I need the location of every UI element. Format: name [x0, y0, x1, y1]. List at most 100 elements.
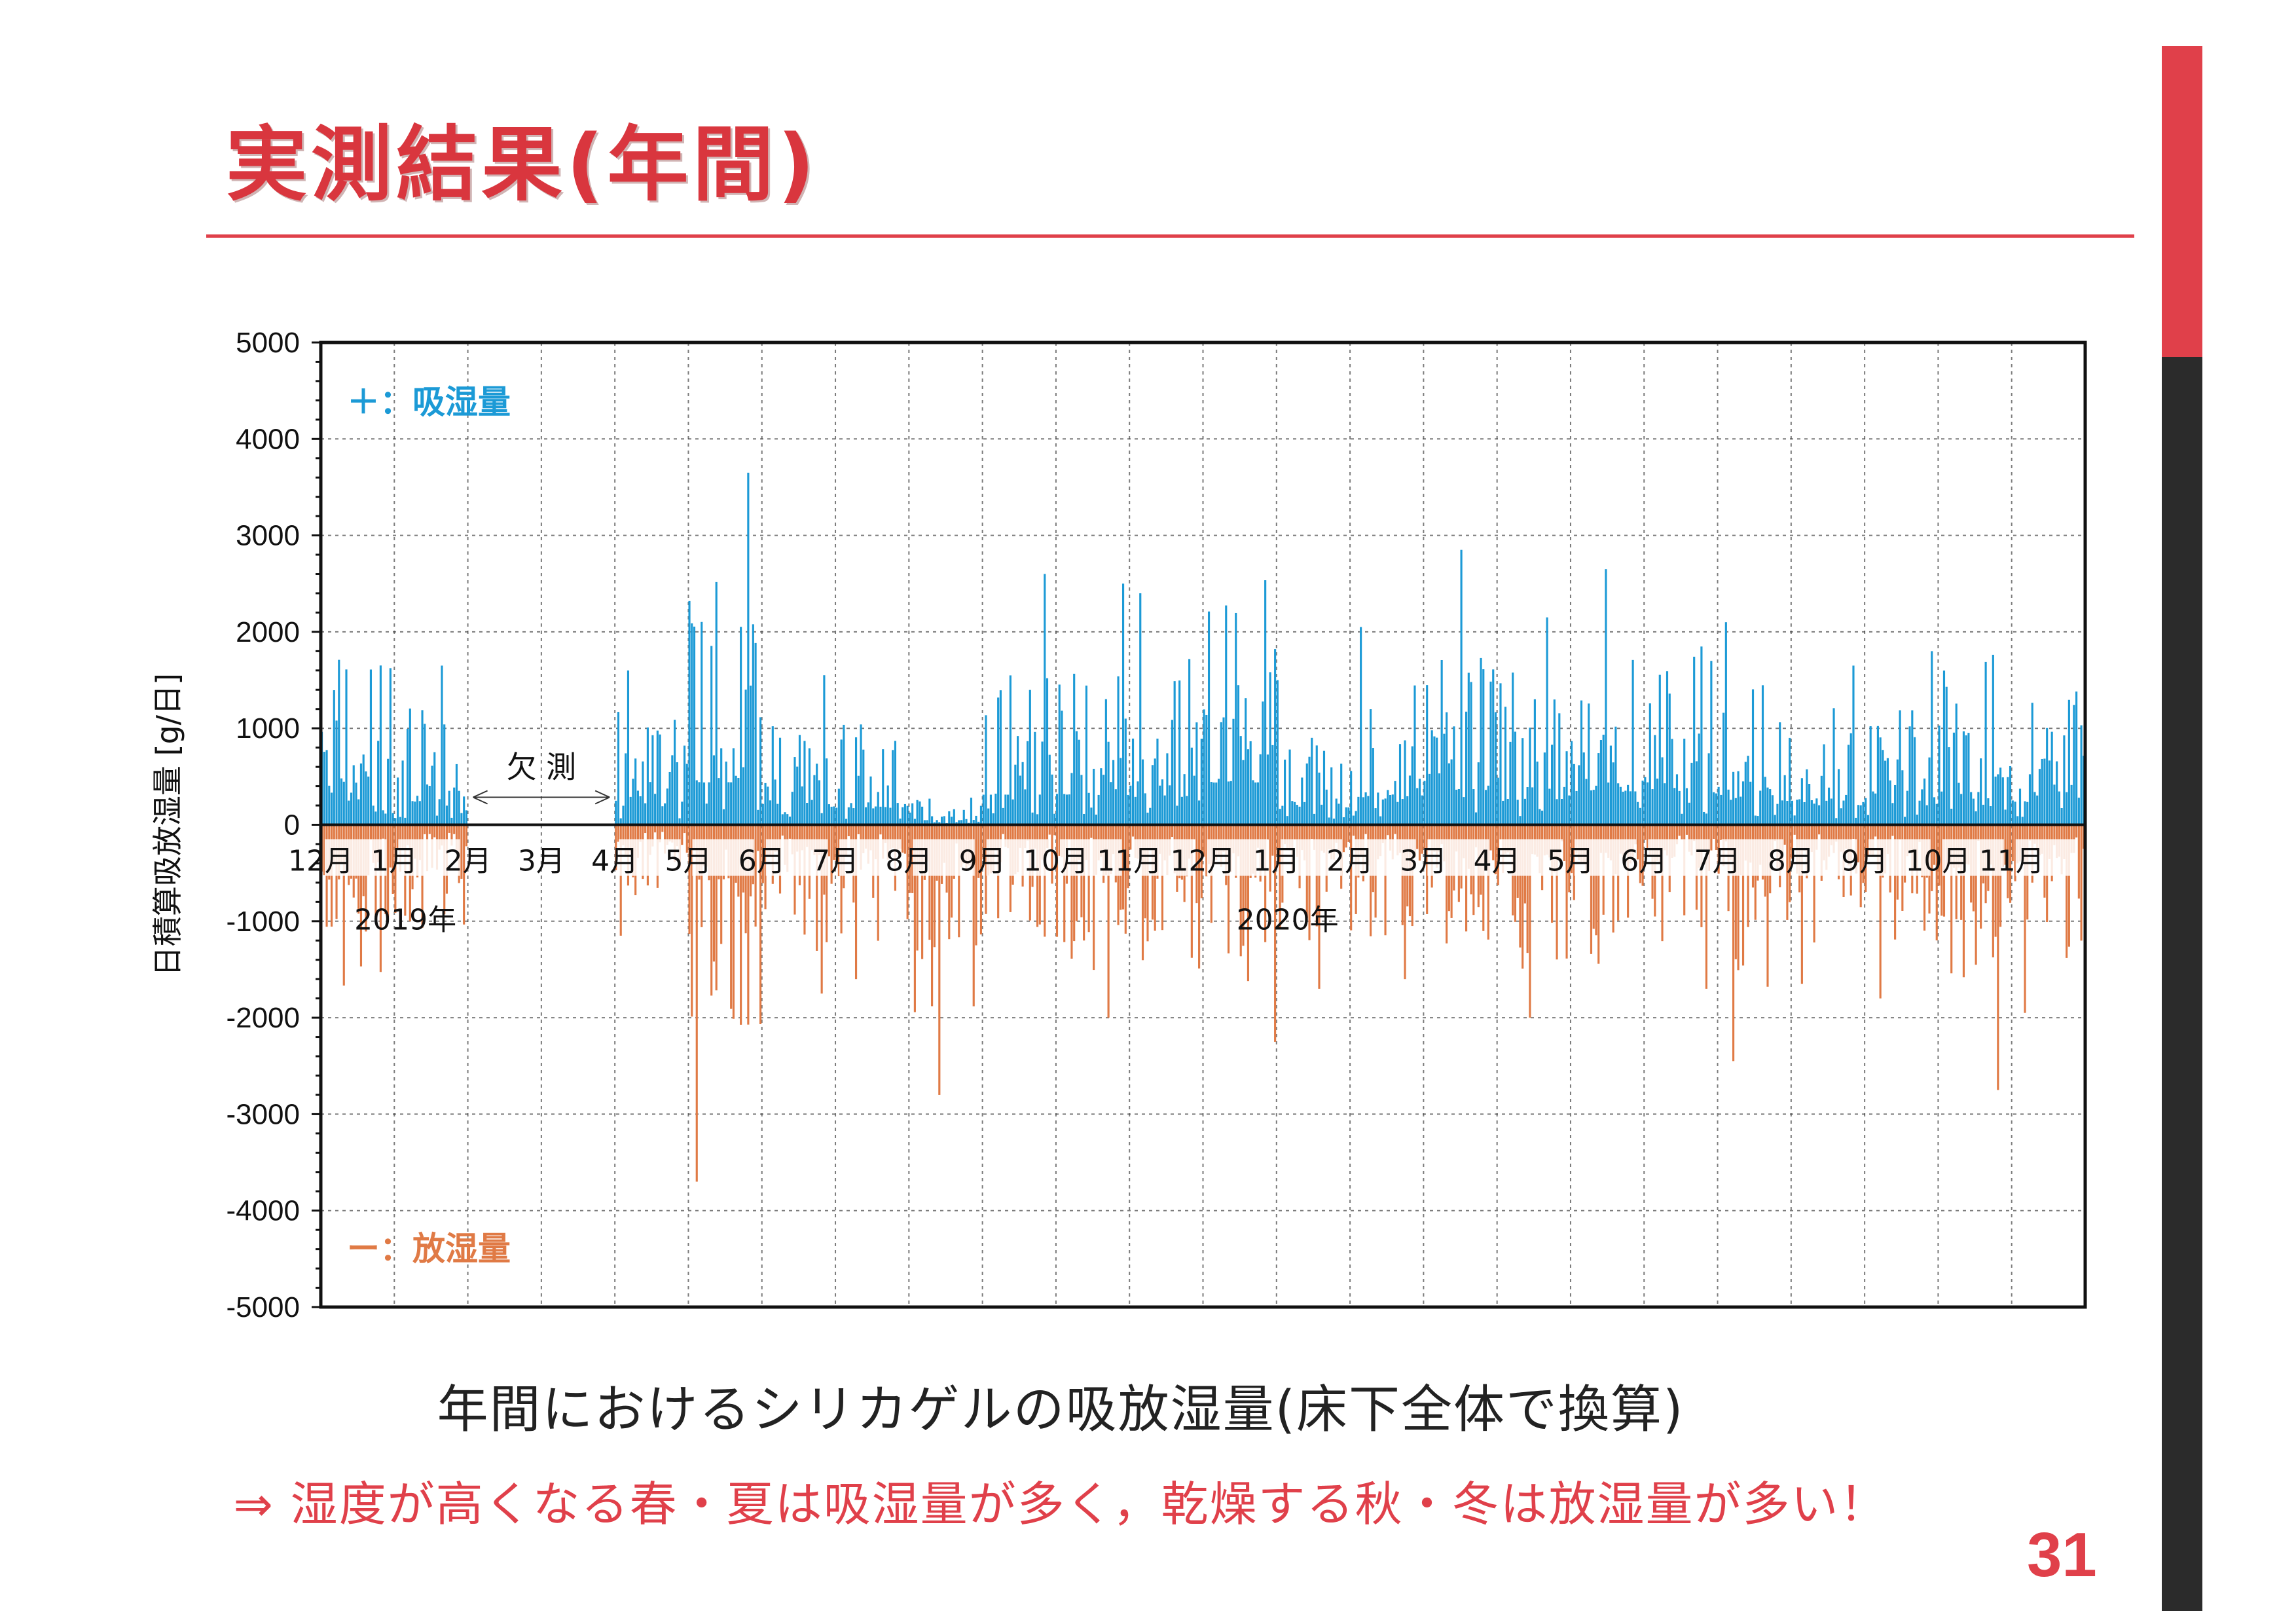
absorb-bar [426, 784, 429, 825]
release-bar [1127, 824, 1129, 889]
release-bar [1685, 824, 1688, 835]
absorb-bar [2068, 699, 2070, 825]
absorb-bar [1612, 762, 1614, 825]
absorb-bar [940, 817, 943, 825]
release-bar [774, 824, 776, 852]
absorb-bar [1766, 787, 1769, 825]
absorb-bar [1271, 745, 1274, 825]
release-bar [740, 824, 742, 1025]
release-bar [972, 824, 975, 1006]
absorb-bar [424, 724, 426, 825]
absorb-bar [1835, 818, 1838, 825]
release-bar [1203, 824, 1205, 857]
absorb-bar [651, 735, 654, 825]
absorb-bar [1288, 749, 1291, 825]
release-bar [1894, 824, 1897, 940]
absorb-bar [845, 819, 848, 825]
absorb-bar [1798, 799, 1801, 825]
absorb-bar [1198, 800, 1201, 825]
release-bar [1426, 824, 1429, 914]
release-bar [1815, 824, 1818, 850]
release-bar [1646, 824, 1649, 850]
release-bar [1605, 824, 1607, 853]
absorb-bar [1474, 812, 1478, 825]
release-bar [948, 824, 951, 940]
absorb-bar [1110, 782, 1112, 825]
absorb-bar [867, 802, 869, 825]
absorb-bar [1884, 760, 1887, 825]
absorb-bar [1847, 745, 1850, 825]
release-bar [1239, 824, 1242, 957]
release-bar [754, 824, 757, 927]
month-tick-label: 6月 [738, 845, 786, 878]
absorb-bar [872, 808, 875, 825]
absorb-bar [1055, 794, 1059, 825]
release-bar [2024, 824, 2026, 1013]
absorb-bar [877, 792, 879, 825]
release-bar [1394, 824, 1396, 834]
absorb-bar [1085, 685, 1087, 825]
release-bar [1661, 824, 1664, 942]
absorb-bar [816, 764, 818, 825]
absorb-bar [1398, 744, 1402, 825]
absorb-bar [1058, 684, 1061, 825]
absorb-bar [1644, 777, 1647, 825]
release-bar [1737, 824, 1740, 970]
absorb-bar [727, 782, 730, 825]
absorb-bar [798, 735, 801, 825]
absorb-bar [1305, 763, 1308, 825]
absorb-bar [1308, 756, 1311, 825]
absorb-bar [2014, 802, 2016, 825]
year-label: 2019年 [354, 904, 456, 937]
absorb-bar [1568, 795, 1571, 825]
absorb-bar [1631, 659, 1634, 825]
absorb-bar [1921, 789, 1923, 825]
release-bar [1857, 824, 1860, 862]
release-bar [1522, 824, 1524, 969]
release-bar [394, 824, 397, 913]
absorb-bar [1668, 693, 1671, 825]
release-bar [1526, 824, 1529, 953]
release-bar [1087, 824, 1090, 932]
release-bar [985, 824, 987, 914]
absorb-bar [1820, 775, 1823, 825]
absorb-bar [1619, 786, 1622, 825]
release-bar [465, 824, 467, 847]
release-bar [2028, 824, 2032, 841]
absorb-bar [1163, 795, 1166, 825]
absorb-bar [860, 724, 862, 825]
absorb-bar [1779, 722, 1781, 825]
absorb-bar [1722, 712, 1725, 825]
absorb-bar [1389, 794, 1392, 825]
absorb-bar [2038, 769, 2041, 825]
y-tick-label: 3000 [236, 520, 300, 552]
absorb-bar [781, 814, 784, 825]
absorb-bar [1617, 783, 1620, 825]
release-bar [1487, 824, 1489, 940]
release-bar [1242, 824, 1245, 946]
absorb-bar [938, 822, 941, 825]
release-bar [1090, 824, 1093, 838]
absorb-bar [1747, 756, 1749, 825]
absorb-bar [1850, 733, 1852, 825]
release-bar [1036, 824, 1039, 927]
release-bar [1732, 824, 1735, 1061]
release-bar [857, 824, 860, 834]
release-bar [1063, 824, 1066, 942]
release-bar [1322, 824, 1326, 853]
absorb-bar [921, 806, 924, 825]
absorb-bar [975, 815, 977, 825]
release-bar [833, 824, 835, 860]
absorb-bar [1810, 800, 1813, 825]
absorb-bar [1274, 649, 1277, 825]
absorb-bar [1254, 782, 1257, 825]
absorb-bar [627, 670, 630, 825]
release-bar [1810, 824, 1813, 853]
absorb-bar [1818, 805, 1821, 825]
absorb-bar [1070, 773, 1073, 825]
release-bar [1002, 824, 1004, 834]
absorb-bar [1925, 805, 1928, 825]
absorb-bar [899, 819, 902, 825]
absorb-bar [1293, 802, 1296, 825]
release-bar [1046, 824, 1049, 849]
